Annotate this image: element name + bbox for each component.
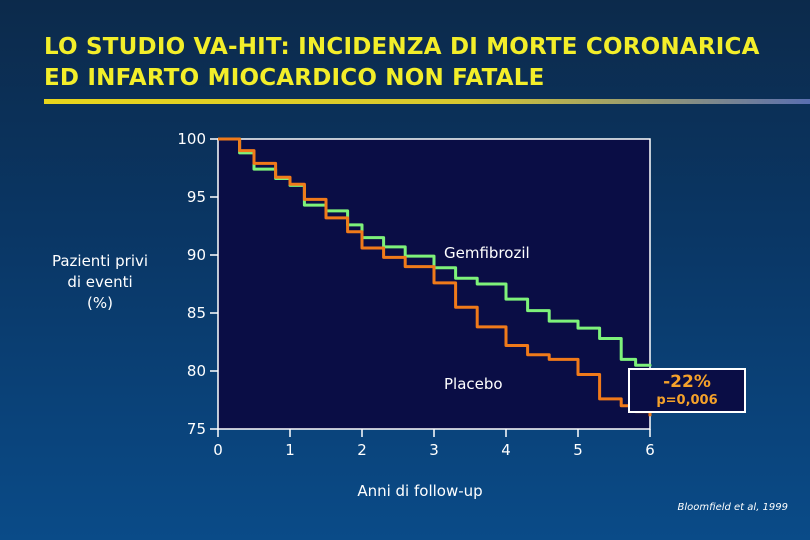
title-line-2: ED INFARTO MIOCARDICO NON FATALE [44, 65, 545, 91]
x-tick-label: 3 [429, 441, 439, 459]
y-tick-label: 75 [187, 420, 206, 438]
x-tick-label: 1 [285, 441, 295, 459]
risk-reduction-value: -22% [663, 372, 711, 392]
y-axis-label-line-2: di eventi [67, 273, 133, 291]
y-tick-label: 95 [187, 188, 206, 206]
axes: 75 80 85 90 95 100 0 1 2 3 4 5 6 [177, 130, 654, 459]
source-citation: Bloomfield et al, 1999 [677, 502, 789, 513]
y-tick-label: 80 [187, 362, 206, 380]
series-label-gemfibrozil: Gemfibrozil [444, 244, 530, 262]
x-tick-label: 6 [645, 441, 655, 459]
y-tick-label: 85 [187, 304, 206, 322]
series-layer [218, 137, 652, 417]
y-axis-label: Pazienti privi di eventi (%) [40, 251, 160, 314]
series-label-placebo: Placebo [444, 375, 503, 393]
title-line-1: LO STUDIO VA-HIT: INCIDENZA DI MORTE COR… [44, 34, 760, 60]
slide-title: LO STUDIO VA-HIT: INCIDENZA DI MORTE COR… [44, 32, 794, 94]
x-tick-label: 2 [357, 441, 367, 459]
y-tick-label: 100 [177, 130, 206, 148]
x-axis-label: Anni di follow-up [357, 482, 483, 500]
result-box: -22% p=0,006 [628, 368, 746, 413]
x-tick-label: 4 [501, 441, 511, 459]
y-axis-label-line-3: (%) [87, 294, 113, 312]
y-tick-label: 90 [187, 246, 206, 264]
title-underline [44, 99, 810, 104]
x-tick-label: 0 [213, 441, 223, 459]
p-value: p=0,006 [656, 393, 718, 408]
x-tick-label: 5 [573, 441, 583, 459]
y-axis-label-line-1: Pazienti privi [51, 252, 149, 270]
series-line-placebo [218, 137, 652, 417]
